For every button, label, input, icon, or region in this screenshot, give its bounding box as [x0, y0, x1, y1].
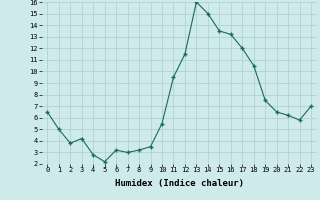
X-axis label: Humidex (Indice chaleur): Humidex (Indice chaleur)	[115, 179, 244, 188]
